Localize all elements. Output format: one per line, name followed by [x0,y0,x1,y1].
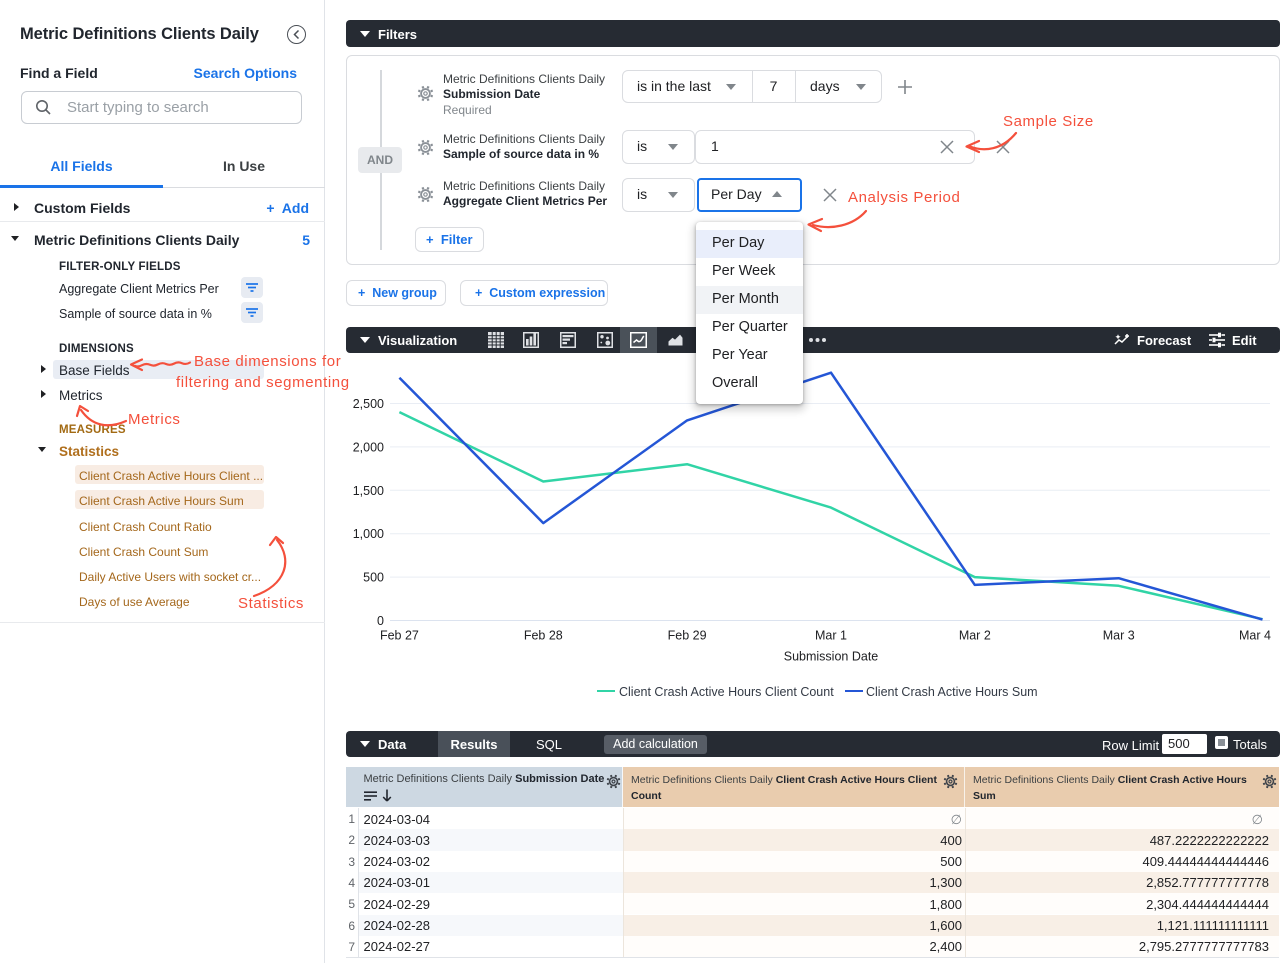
svg-text:Mar 2: Mar 2 [959,629,991,643]
svg-text:Feb 28: Feb 28 [524,629,563,643]
svg-text:Mar 4: Mar 4 [1239,629,1271,643]
svg-text:1,500: 1,500 [353,484,384,498]
svg-text:500: 500 [363,571,384,585]
svg-text:Feb 29: Feb 29 [668,629,707,643]
svg-text:0: 0 [377,614,384,628]
svg-text:2,500: 2,500 [353,397,384,411]
svg-text:1,000: 1,000 [353,527,384,541]
svg-text:Mar 1: Mar 1 [815,629,847,643]
svg-text:Submission Date: Submission Date [784,650,879,664]
svg-text:2,000: 2,000 [353,440,384,454]
svg-text:Mar 3: Mar 3 [1103,629,1135,643]
svg-text:Feb 27: Feb 27 [380,629,419,643]
